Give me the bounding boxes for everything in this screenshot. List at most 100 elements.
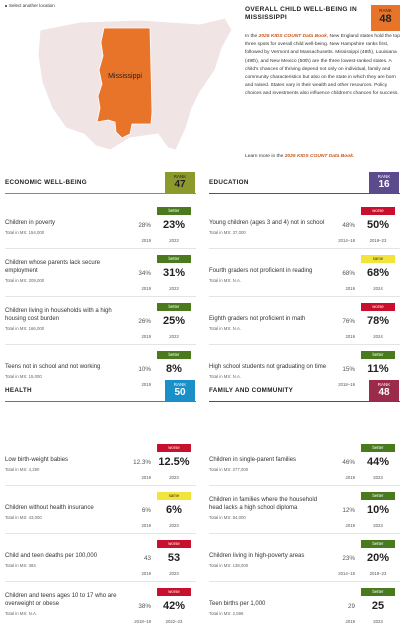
state-label: Mississippi <box>108 73 142 80</box>
section-title: ECONOMIC WELL-BEING <box>5 179 87 186</box>
indicator-name-text[interactable]: High school students not graduating on t… <box>209 363 327 370</box>
indicator-name-text[interactable]: Low birth-weight babies <box>5 456 69 463</box>
new-value: 8% <box>166 363 182 375</box>
trend-badge: better <box>361 492 395 500</box>
indicator-name-text[interactable]: Children living in high-poverty areas <box>209 552 305 559</box>
indicator-total: Total in MS: 384 <box>5 563 36 568</box>
indicator-name: Children in families where the household… <box>209 490 327 512</box>
back-link-text[interactable]: Select another location <box>9 3 55 8</box>
section-title: EDUCATION <box>209 179 249 186</box>
indicator-total: Total in MS: 209,000 <box>5 278 45 283</box>
separator <box>5 344 196 345</box>
new-year: 2023 <box>373 619 383 624</box>
learn-more-link[interactable]: 2025 KIDS COUNT Data Book <box>284 154 353 159</box>
indicator-name: Children living in high-poverty areas <box>209 538 327 560</box>
old-year: 2019 <box>141 238 151 243</box>
old-year: 2014–18 <box>338 571 355 576</box>
section-rule <box>209 193 400 194</box>
trend-badge: worse <box>361 207 395 215</box>
indicator-total: Total in MS: 277,000 <box>209 467 249 472</box>
indicator-name-text[interactable]: Children in families where the household… <box>209 497 318 511</box>
rank-label: RANK <box>173 174 187 179</box>
indicator-total: Total in MS: N.A. <box>209 326 241 331</box>
trend-badge: better <box>157 255 191 263</box>
new-value: 25% <box>162 315 186 327</box>
old-value: 12.3% <box>133 459 151 466</box>
indicator-name-text[interactable]: Children in single-parent families <box>209 456 297 463</box>
indicator-name: Children living in households with a hig… <box>5 301 123 323</box>
new-year: 2023 <box>373 523 383 528</box>
rank-value: 48 <box>378 387 390 398</box>
old-year: 2019 <box>141 334 151 339</box>
indicator-name-text[interactable]: Fourth graders not proficient in reading <box>209 267 313 274</box>
new-year: 2023 <box>169 286 179 291</box>
indicator-name-text[interactable]: Teen births per 1,000 <box>209 600 266 607</box>
learn-more: Learn more in the 2025 KIDS COUNT Data B… <box>245 154 354 159</box>
indicator-total: Total in MS: 138,000 <box>209 563 249 568</box>
old-year: 2019 <box>345 475 355 480</box>
old-year: 2019 <box>345 619 355 624</box>
section-rule <box>5 193 196 194</box>
indicator-name: Children without health insurance <box>5 490 123 512</box>
indicator-total: Total in MS: 43,000 <box>5 515 42 520</box>
new-value: 53 <box>167 552 181 564</box>
old-year: 2019 <box>141 286 151 291</box>
indicator-total: Total in MS: 84,000 <box>209 515 246 520</box>
trend-badge: better <box>361 351 395 359</box>
indicator-total: Total in MS: 4,290 <box>5 467 40 472</box>
new-year: 2023 <box>169 523 179 528</box>
indicator-name-text[interactable]: Children without health insurance <box>5 504 94 511</box>
indicator-name: Low birth-weight babies <box>5 442 123 464</box>
indicator-name-text[interactable]: Eighth graders not proficient in math <box>209 315 306 322</box>
rank-value: 48 <box>379 13 392 25</box>
new-year: 2023 <box>169 334 179 339</box>
state-mississippi[interactable] <box>96 27 153 139</box>
back-link[interactable]: Select another location <box>5 3 55 8</box>
new-year: 2024 <box>373 286 383 291</box>
old-value: 76% <box>342 318 355 325</box>
rank-label: RANK <box>377 382 391 387</box>
new-value: 6% <box>166 504 182 516</box>
old-year: 2019 <box>141 382 151 387</box>
old-year: 2018–19 <box>338 382 355 387</box>
new-year: 2019–23 <box>369 571 387 576</box>
text: , New England states hold the top three … <box>245 34 400 97</box>
separator <box>209 581 400 582</box>
trend-badge: worse <box>157 540 191 548</box>
new-value: 20% <box>366 552 390 564</box>
old-year: 2019 <box>141 475 151 480</box>
indicator-name-text[interactable]: Child and teen deaths per 100,000 <box>5 552 98 559</box>
old-value: 68% <box>342 270 355 277</box>
old-year: 2019 <box>345 523 355 528</box>
new-value: 78% <box>366 315 390 327</box>
indicator-name: Young children (ages 3 and 4) not in sch… <box>209 205 327 227</box>
overview-title: OVERALL CHILD WELL-BEING IN MISSISSIPPI <box>245 6 357 21</box>
indicator-name-text[interactable]: Children and teens ages 10 to 17 who are… <box>5 593 117 607</box>
indicator-name-text[interactable]: Children in poverty <box>5 219 56 226</box>
indicator-total: Total in MS: N.A. <box>209 374 241 379</box>
text-emphasis: 2025 KIDS COUNT Data Book <box>258 34 327 39</box>
indicator-name: Eighth graders not proficient in math <box>209 301 327 323</box>
old-value: 28% <box>138 222 151 229</box>
text: . <box>352 154 355 159</box>
new-year: 2023 <box>169 238 179 243</box>
old-value: 46% <box>342 459 355 466</box>
section-title: HEALTH <box>5 387 32 394</box>
old-value: 38% <box>138 603 151 610</box>
indicator-name-text[interactable]: Young children (ages 3 and 4) not in sch… <box>209 219 325 226</box>
indicator-total: Total in MS: 15,000 <box>5 374 42 379</box>
indicator-name-text[interactable]: Children whose parents lack secure emplo… <box>5 260 101 274</box>
new-year: 2023 <box>373 475 383 480</box>
section-title: FAMILY AND COMMUNITY <box>209 387 294 394</box>
indicator-name-text[interactable]: Children living in households with a hig… <box>5 308 112 322</box>
new-year: 2022–23 <box>165 619 183 624</box>
section-rule <box>5 401 196 402</box>
separator <box>209 485 400 486</box>
new-value: 23% <box>162 219 186 231</box>
indicator-name-text[interactable]: Teens not in school and not working <box>5 363 101 370</box>
indicator-total: Total in MS: 37,000 <box>209 230 246 235</box>
overview-text: In the 2025 KIDS COUNT Data Book, New En… <box>245 33 401 99</box>
trend-badge: better <box>361 444 395 452</box>
old-year: 2014–18 <box>338 238 355 243</box>
